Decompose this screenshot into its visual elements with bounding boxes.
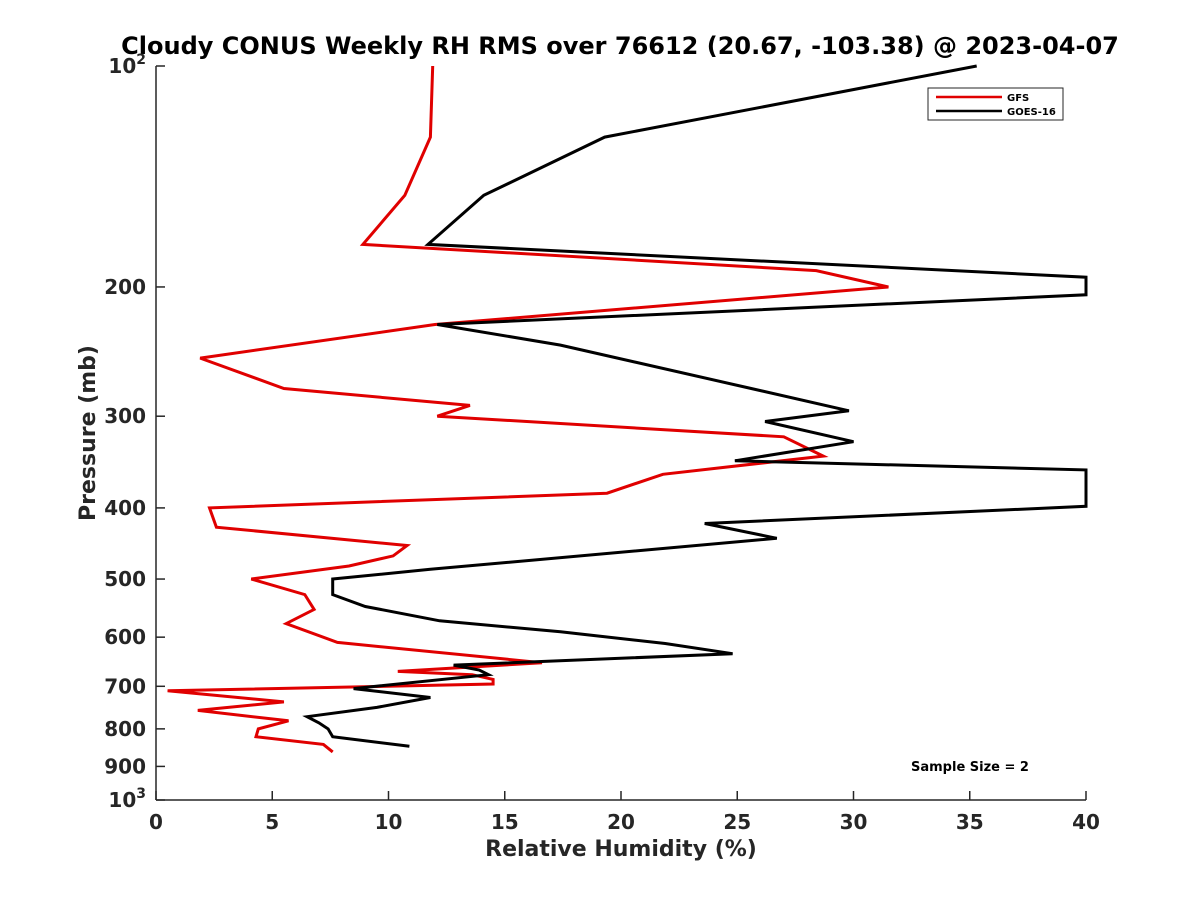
y-tick-label: 300: [104, 404, 146, 428]
x-tick-label: 0: [149, 810, 163, 834]
y-axis-label: Pressure (mb): [76, 345, 101, 521]
x-tick-label: 15: [491, 810, 519, 834]
legend-label-goes16: GOES-16: [1007, 107, 1056, 118]
x-tick-label: 40: [1072, 810, 1100, 834]
y-tick-label: 800: [104, 717, 146, 741]
y-axis-ticks: 102 200 300 400 500 600 700 800 900 103: [104, 52, 165, 812]
y-tick-label: 200: [104, 275, 146, 299]
series-line-goes16: [302, 64, 1088, 748]
legend: GFS GOES-16: [927, 87, 1064, 121]
y-tick-label: 102: [108, 52, 146, 78]
legend-label-gfs: GFS: [1007, 93, 1029, 104]
x-tick-label: 10: [375, 810, 403, 834]
sample-size-annotation: Sample Size = 2: [911, 760, 1029, 775]
y-tick-label: 400: [104, 496, 146, 520]
series-layer: [167, 64, 1088, 754]
series-line-gfs: [167, 65, 889, 754]
chart-title: Cloudy CONUS Weekly RH RMS over 76612 (2…: [121, 32, 1119, 60]
y-tick-label: 500: [104, 567, 146, 591]
x-tick-label: 20: [607, 810, 635, 834]
y-tick-label: 103: [108, 786, 146, 812]
x-axis-ticks: 0 5 10 15 20 25 30 35 40: [149, 791, 1100, 834]
y-tick-label: 700: [104, 674, 146, 698]
x-tick-label: 25: [723, 810, 751, 834]
legend-box: [927, 87, 1064, 121]
x-tick-label: 30: [840, 810, 868, 834]
x-axis-label: Relative Humidity (%): [485, 837, 757, 862]
x-tick-label: 35: [956, 810, 984, 834]
y-tick-label: 900: [104, 754, 146, 778]
y-tick-label: 600: [104, 625, 146, 649]
x-tick-label: 5: [265, 810, 279, 834]
